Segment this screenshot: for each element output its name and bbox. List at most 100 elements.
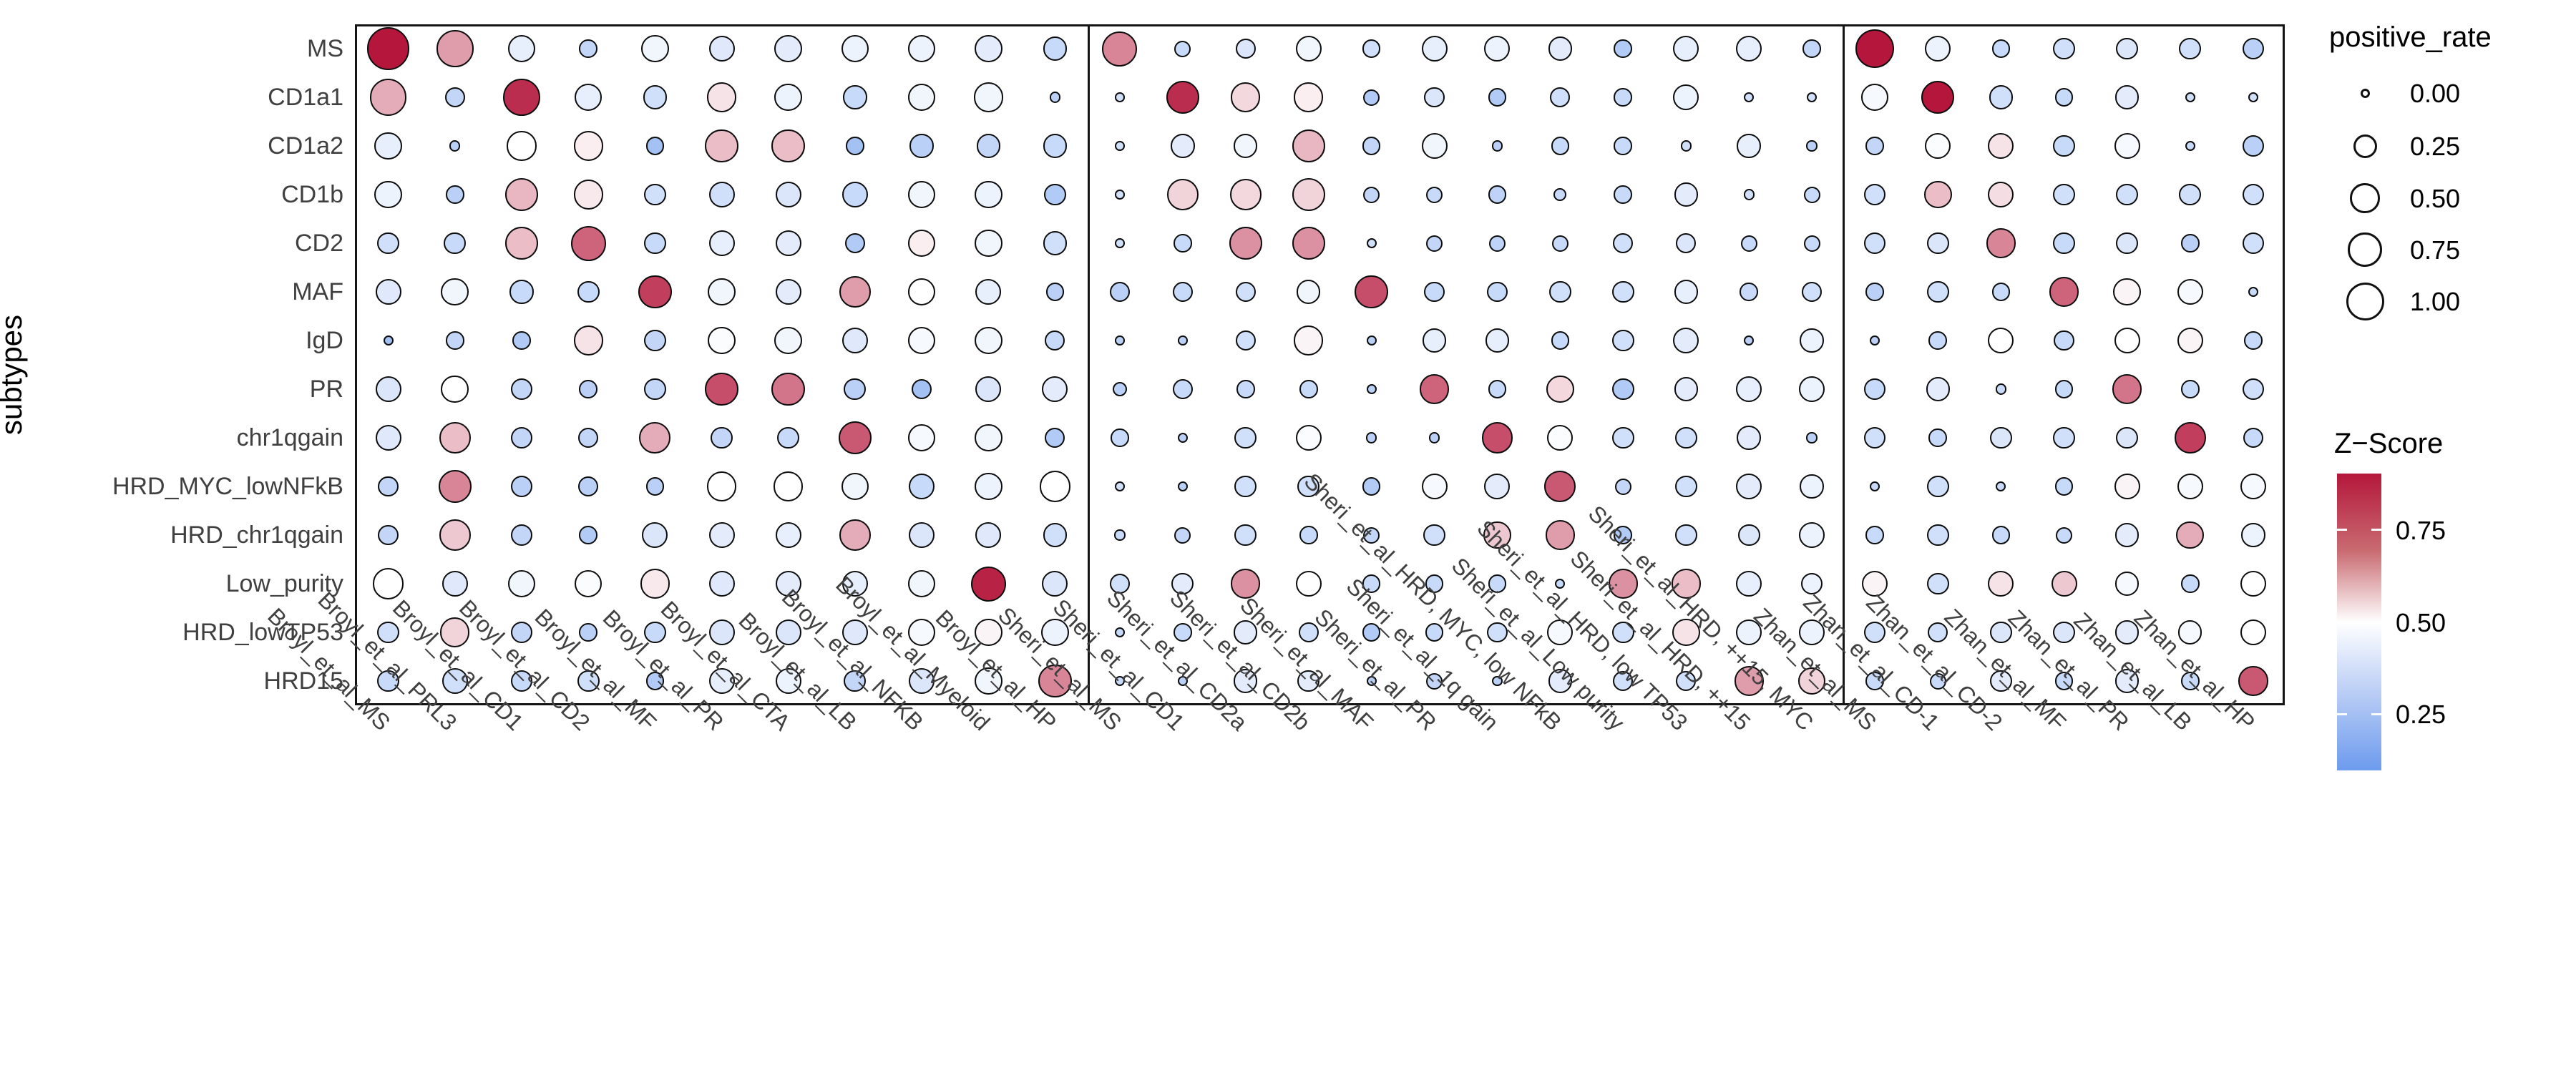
dot [2114,620,2140,645]
dot [1115,92,1125,102]
dot [377,670,399,692]
dot [708,668,735,694]
dot [2180,380,2200,398]
dot [1929,672,1946,690]
dot [1611,280,1634,303]
dot [708,571,735,597]
colorbar-tick [2371,712,2381,715]
dot [640,569,670,599]
dot [1362,623,1381,642]
colorbar-tick-label: 0.75 [2396,515,2446,545]
dot [1491,140,1503,152]
dot [1740,235,1757,252]
size-legend-label: 1.00 [2410,287,2461,316]
dot [441,571,468,597]
dot [1045,283,1065,301]
dot [1177,481,1188,492]
dot [1989,621,2012,644]
dot [1799,619,1825,645]
dot [383,335,394,346]
dot [639,422,671,454]
dot [645,672,665,690]
dot [771,129,805,163]
dot [1925,133,1951,159]
dot [1366,335,1377,346]
dot [1042,571,1068,597]
size-legend-label: 0.75 [2410,235,2461,265]
dot [507,569,536,598]
dot [1423,524,1445,547]
dot [974,667,1002,695]
dot [1801,281,1823,303]
dot [510,670,533,692]
size-legend-circle [2348,232,2382,267]
dot [2114,523,2140,547]
dot [706,471,737,501]
dot [1112,381,1128,397]
dot [1674,426,1697,449]
dot [2248,286,2258,298]
size-legend-label: 0.25 [2410,132,2461,161]
dot [2053,426,2075,449]
dot [2242,232,2265,255]
dot [1174,234,1192,253]
dot [907,180,936,209]
dot [1736,474,1762,499]
dot [907,34,936,63]
dot [1803,186,1820,203]
dot [643,232,666,255]
row-label: PR [309,376,343,403]
dot [907,423,936,452]
dot [708,278,736,306]
dot [504,177,539,212]
dot [1989,426,2012,449]
dot [708,326,736,355]
dot [1366,432,1377,444]
row-label: HRD_chr1qgain [170,521,343,549]
dot [1863,378,1886,401]
dot [1803,235,1820,252]
panel-divider-broyl-sheri [1088,26,1090,703]
dot [1995,383,2006,395]
dot [1235,330,1256,351]
dot [1672,618,1700,647]
dot [1487,622,1508,643]
dot [2112,374,2142,404]
dot [1614,39,1633,58]
dot [1926,572,1949,595]
dot [705,372,738,406]
dot [1115,141,1125,151]
dot [1614,185,1633,204]
dot [2180,672,2200,690]
dot [369,79,407,116]
dot [2177,279,2203,305]
dot [1421,474,1448,499]
dot [2053,134,2075,157]
dot [1800,572,1823,595]
dot [1544,471,1576,502]
dot [2176,521,2205,549]
dot [366,27,410,70]
size-legend-circle [2350,183,2380,213]
colorbar-tick [2371,621,2381,623]
dot [1926,475,1949,498]
dot [577,280,600,303]
row-label: CD2 [294,230,343,257]
dot [1178,335,1188,346]
dot [907,569,936,598]
dot [1426,186,1443,203]
dot [844,378,867,401]
dot [1114,529,1126,541]
dot [374,132,402,160]
dot [439,519,471,551]
dot [378,476,399,497]
dot [1928,331,1947,350]
dot [1174,40,1191,57]
dot [1986,228,2016,258]
dot [1988,133,2014,159]
dot [1862,571,1888,597]
dot [579,380,597,398]
dot [2240,619,2266,645]
dot [706,82,737,112]
dot [645,137,665,155]
